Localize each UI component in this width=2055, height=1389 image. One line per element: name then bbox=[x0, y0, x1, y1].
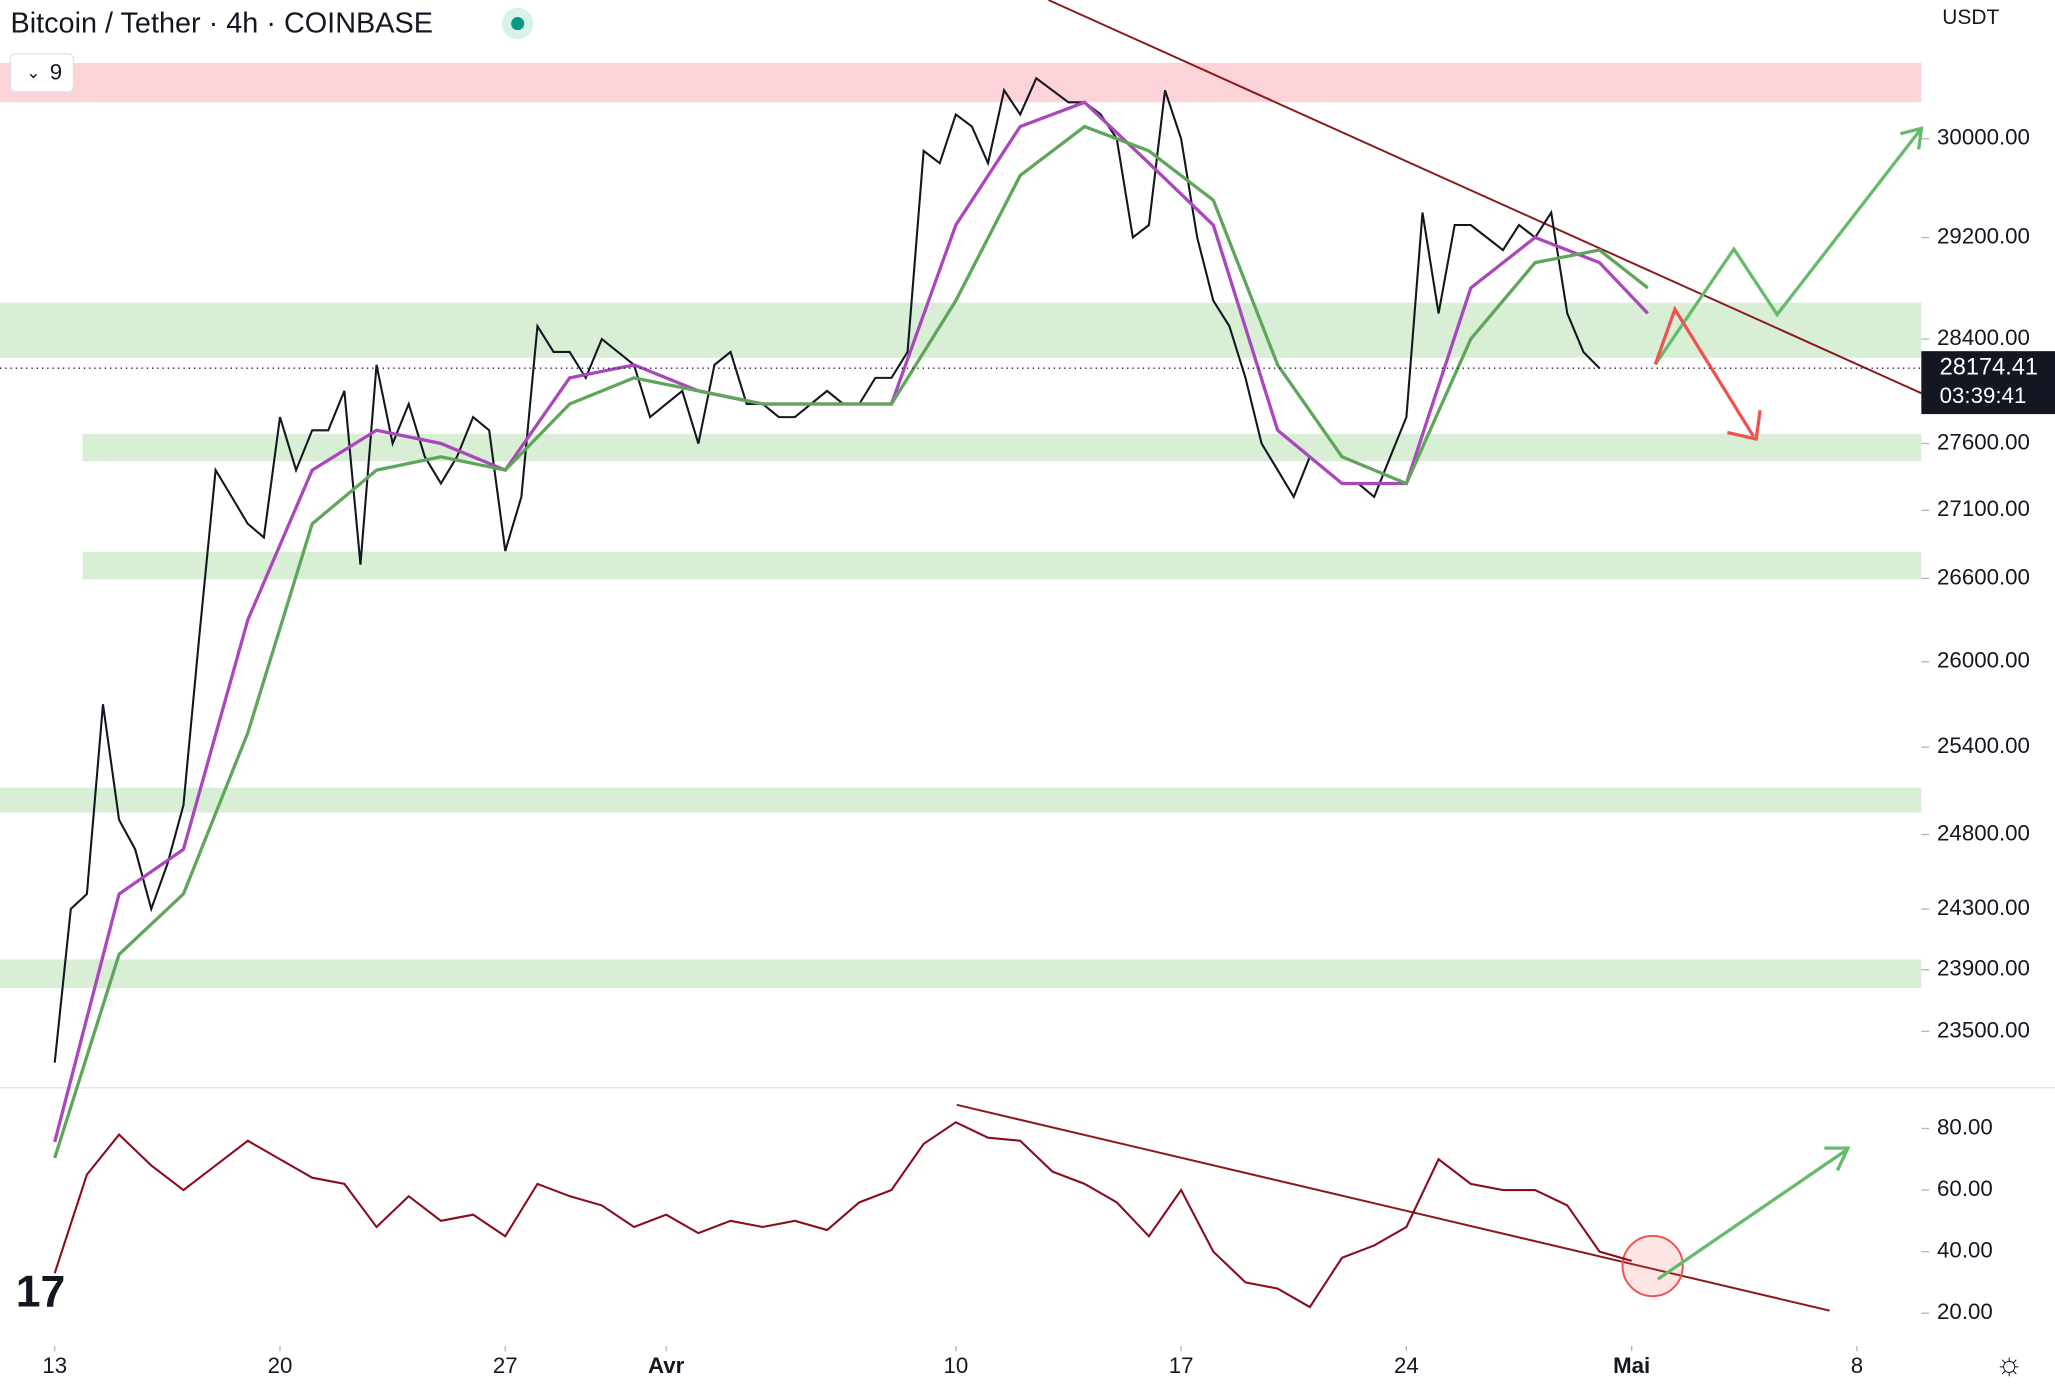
resistance-zone bbox=[0, 62, 1922, 103]
y-tick-label: 60.00 bbox=[1937, 1176, 1993, 1201]
arrow-head bbox=[1824, 1146, 1851, 1172]
support-zone bbox=[0, 787, 1922, 813]
x-tick-label: Mai bbox=[1613, 1353, 1650, 1378]
x-tick-label: Avr bbox=[648, 1353, 685, 1378]
support-zone bbox=[0, 302, 1922, 358]
bull-scenario-arrow bbox=[1653, 127, 1923, 366]
x-tick-label: 13 bbox=[42, 1353, 67, 1378]
y-tick-label: 40.00 bbox=[1937, 1238, 1993, 1263]
bear-scenario-arrow bbox=[1653, 305, 1755, 438]
chevron: ⌄ bbox=[26, 63, 40, 82]
chart-title: Bitcoin / Tether · 4h · COINBASE bbox=[10, 8, 432, 40]
y-tick-label: 26000.00 bbox=[1937, 648, 2030, 673]
y-tick-label: 29200.00 bbox=[1937, 223, 2030, 248]
x-tick-label: 8 bbox=[1851, 1353, 1863, 1378]
indicator-count: 9 bbox=[50, 59, 62, 84]
settings-icon[interactable]: ☼ bbox=[1995, 1346, 2024, 1381]
x-tick-label: 27 bbox=[493, 1353, 518, 1378]
series-line bbox=[53, 124, 1649, 1159]
highlight-circle bbox=[1621, 1234, 1684, 1298]
y-tick-label: 24800.00 bbox=[1937, 820, 2030, 845]
y-tick-label: 26600.00 bbox=[1937, 564, 2030, 589]
y-tick-label: 20.00 bbox=[1937, 1299, 1993, 1324]
y-tick-label: 23500.00 bbox=[1937, 1017, 2030, 1042]
rsi-trend-line bbox=[956, 1103, 1830, 1312]
y-tick-label: 27100.00 bbox=[1937, 496, 2030, 521]
rsi-arrow bbox=[1656, 1149, 1847, 1281]
status-dot bbox=[511, 17, 525, 31]
x-tick-label: 20 bbox=[268, 1353, 293, 1378]
countdown: 03:39:41 bbox=[1940, 383, 2027, 408]
y-tick-label: 80.00 bbox=[1937, 1114, 1993, 1139]
y-tick-label: 30000.00 bbox=[1937, 125, 2030, 150]
indicator-toggle[interactable] bbox=[9, 53, 75, 93]
price-box bbox=[1921, 351, 2055, 415]
support-zone bbox=[0, 959, 1922, 989]
support-zone bbox=[82, 433, 1922, 462]
y-tick-label: 23900.00 bbox=[1937, 956, 2030, 981]
y-tick-label: 27600.00 bbox=[1937, 429, 2030, 454]
y-tick-label: 24300.00 bbox=[1937, 895, 2030, 920]
x-tick-label: 10 bbox=[943, 1353, 968, 1378]
trend-line bbox=[1048, 0, 1922, 395]
arrow-head bbox=[1899, 126, 1924, 150]
currency[interactable]: USDT bbox=[1942, 6, 1999, 29]
y-tick-label: 28400.00 bbox=[1937, 325, 2030, 350]
support-zone bbox=[82, 551, 1922, 580]
arrow-head bbox=[1726, 410, 1762, 442]
last-price-label: 28174.41 bbox=[1940, 353, 2038, 379]
y-tick-label: 25400.00 bbox=[1937, 733, 2030, 758]
logo: 17 bbox=[16, 1268, 66, 1317]
x-tick-label: 17 bbox=[1169, 1353, 1194, 1378]
x-tick-label: 24 bbox=[1394, 1353, 1419, 1378]
series-line bbox=[53, 1121, 1632, 1309]
